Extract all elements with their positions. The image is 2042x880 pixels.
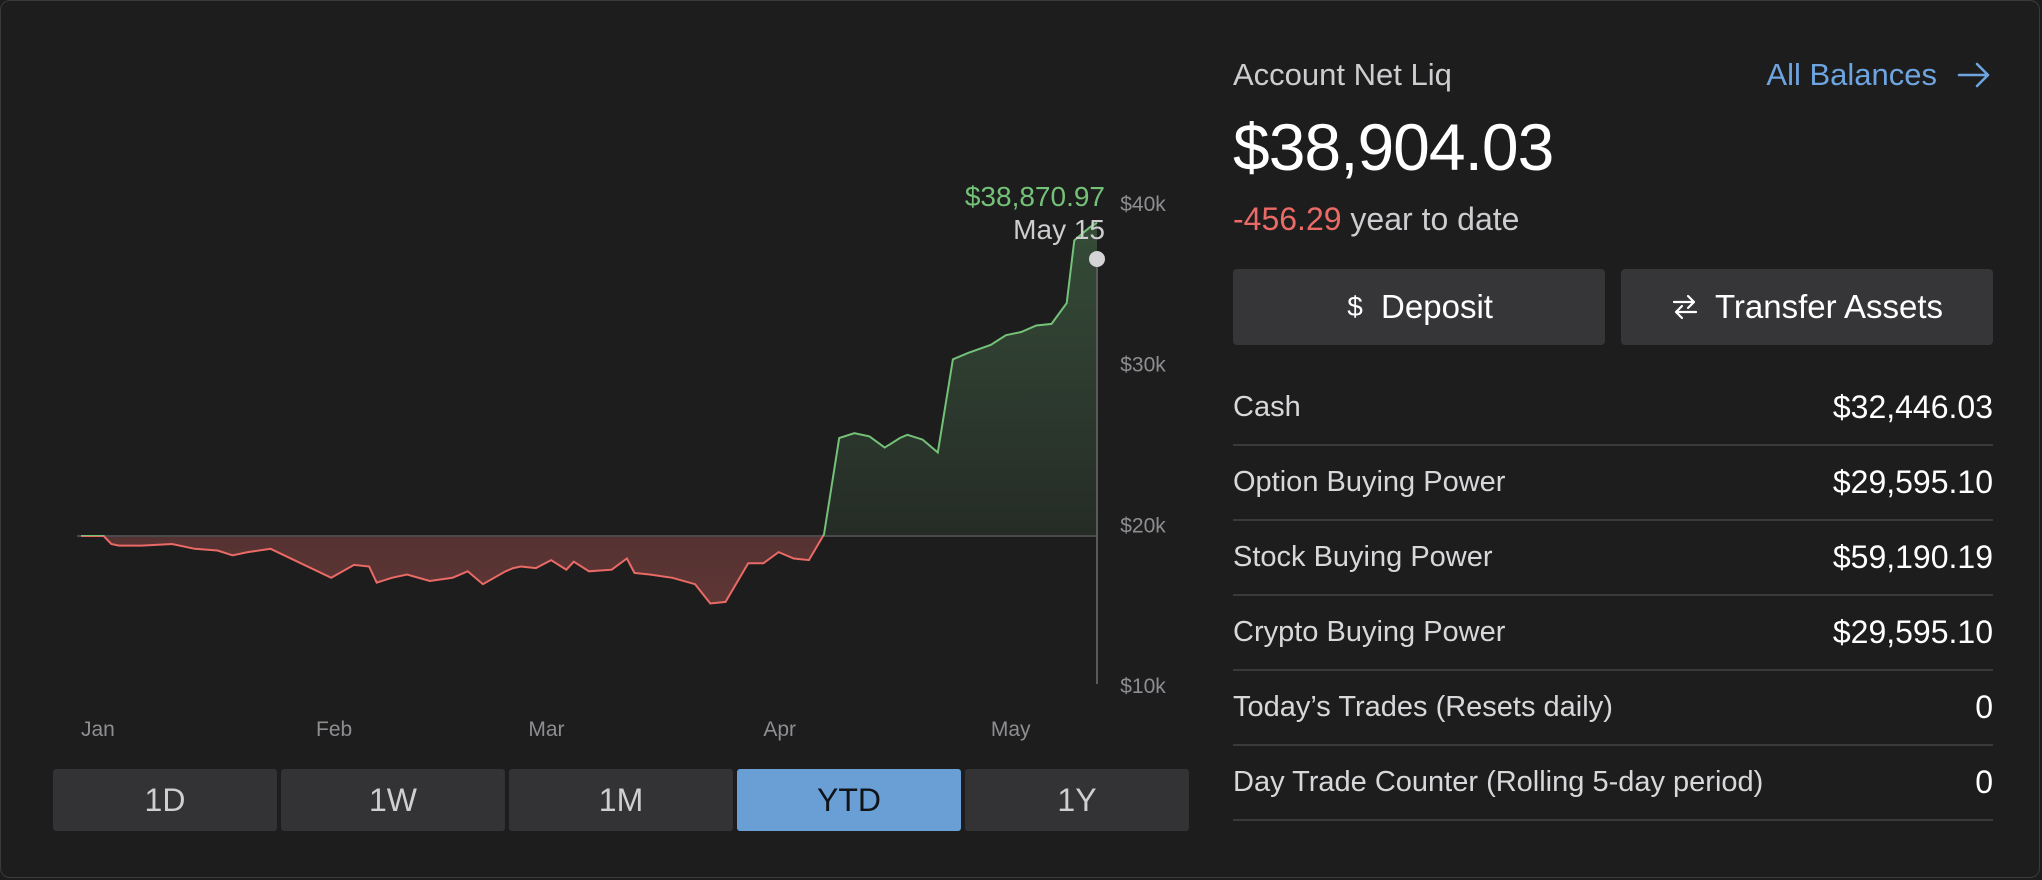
chart-x-tick-label: Feb <box>316 718 352 741</box>
ytd-chart: $38,870.97 May 15 $10k $20k $30k $40k Jan Feb Ma… <box>51 151 1201 751</box>
range-tab-1w[interactable]: 1W <box>281 769 505 831</box>
chart-series-line-positive <box>81 221 1098 536</box>
chart-tooltip-date: May 15 <box>1013 214 1105 245</box>
svg-text:$: $ <box>1347 292 1363 322</box>
all-balances-link[interactable]: All Balances <box>1766 57 1991 93</box>
chart-y-tick-label: $20k <box>1120 514 1166 537</box>
chart-x-tick-label: Mar <box>528 718 564 741</box>
range-tab-1m[interactable]: 1M <box>509 769 733 831</box>
chart-x-tick-label: May <box>991 718 1031 741</box>
balance-value: $59,190.19 <box>1832 539 1993 575</box>
range-tab-ytd[interactable]: YTD <box>737 769 961 831</box>
dollar-icon: $ <box>1345 292 1365 322</box>
balance-row: Day Trade Counter (Rolling 5-day period)… <box>1233 746 1993 821</box>
chart-area-positive <box>823 222 1097 536</box>
chart-x-tick-label: Apr <box>763 718 796 741</box>
transfer-assets-button[interactable]: Transfer Assets <box>1621 269 1993 345</box>
arrow-right-icon <box>1957 62 1991 88</box>
range-tab-1d[interactable]: 1D <box>53 769 277 831</box>
ytd-change-value: -456.29 <box>1233 201 1342 237</box>
balance-label: Cash <box>1233 391 1301 423</box>
ytd-change-suffix: year to date <box>1350 201 1520 237</box>
chart-cursor-dot <box>1089 251 1105 267</box>
net-liq-value: $38,904.03 <box>1233 110 1554 184</box>
chart-y-tick-label: $30k <box>1120 354 1166 377</box>
chart-y-tick-label: $10k <box>1120 675 1166 698</box>
balance-value: $32,446.03 <box>1832 389 1993 425</box>
balance-label: Today’s Trades (Resets daily) <box>1233 691 1613 723</box>
chart-series-line-negative <box>81 535 825 605</box>
balance-row: Stock Buying Power $59,190.19 <box>1233 521 1993 596</box>
balances-list: Cash $32,446.03 Option Buying Power $29,595… <box>1233 371 1993 821</box>
balance-value: $29,595.10 <box>1832 614 1993 650</box>
balance-row: Cash $32,446.03 <box>1233 371 1993 446</box>
deposit-button[interactable]: $ Deposit <box>1233 269 1605 345</box>
balance-row: Today’s Trades (Resets daily) 0 <box>1233 671 1993 746</box>
balance-label: Stock Buying Power <box>1233 541 1493 573</box>
transfer-arrows-icon <box>1671 293 1699 321</box>
chart-y-tick-label: $40k <box>1120 193 1166 216</box>
balance-row: Crypto Buying Power $29,595.10 <box>1233 596 1993 671</box>
chart-x-tick-label: Jan <box>81 718 115 741</box>
balance-value: 0 <box>1975 764 1993 800</box>
ytd-change: -456.29 year to date <box>1233 201 1519 238</box>
range-selector: 1D 1W 1M YTD 1Y <box>53 769 1189 831</box>
transfer-assets-label: Transfer Assets <box>1714 288 1944 325</box>
balance-value: 0 <box>1975 689 1993 725</box>
balance-label: Day Trade Counter (Rolling 5-day period) <box>1233 766 1764 798</box>
chart-tooltip-value: $38,870.97 <box>965 181 1105 212</box>
chart-area-negative <box>81 535 1097 604</box>
balance-row: Option Buying Power $29,595.10 <box>1233 446 1993 521</box>
deposit-label: Deposit <box>1381 288 1493 325</box>
net-liq-label: Account Net Liq <box>1233 57 1452 92</box>
balance-label: Option Buying Power <box>1233 466 1506 498</box>
all-balances-label: All Balances <box>1766 57 1937 92</box>
balance-label: Crypto Buying Power <box>1233 616 1506 648</box>
range-tab-1y[interactable]: 1Y <box>965 769 1189 831</box>
balance-value: $29,595.10 <box>1832 464 1993 500</box>
